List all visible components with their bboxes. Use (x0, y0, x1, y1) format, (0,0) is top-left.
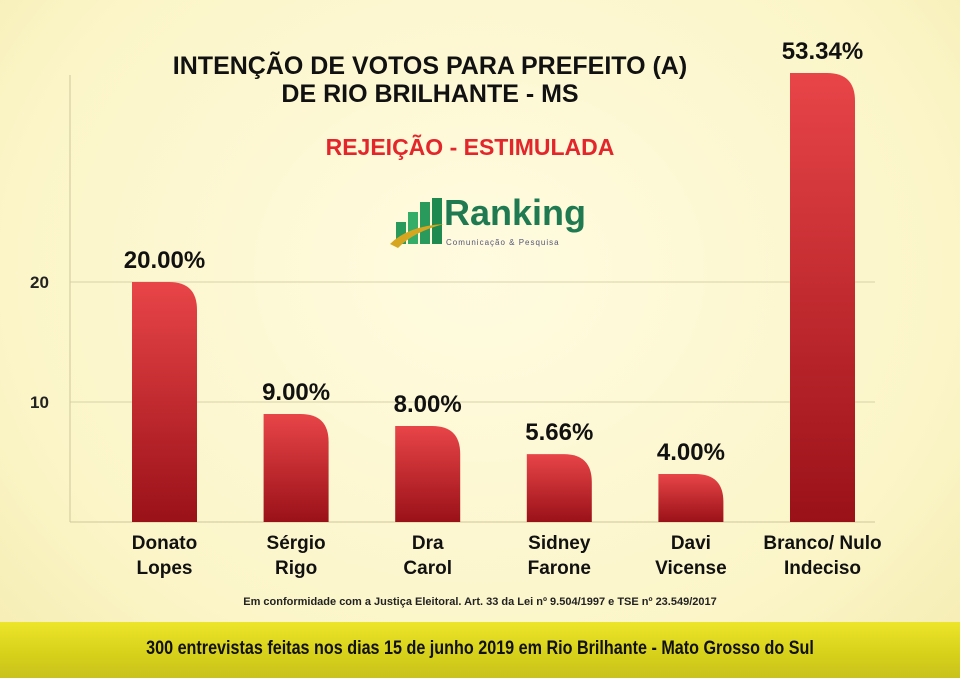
bar-chart: 10 20 20.00% Donato Lopes 9.00% Sérgio Rigo 8.00… (30, 38, 882, 579)
bar (526, 454, 592, 522)
bar (790, 73, 855, 522)
data-label: 4.00% (657, 439, 725, 466)
chart-title-line1: INTENÇÃO DE VOTOS PARA PREFEITO (A) (172, 52, 688, 80)
data-label: 9.00% (262, 379, 330, 406)
footer-text: 300 entrevistas feitas nos dias 15 de ju… (146, 638, 814, 659)
x-tick-label: Farone (528, 558, 591, 579)
x-tick-label: Indeciso (784, 558, 861, 579)
data-label: 53.34% (782, 38, 863, 65)
y-tick-label: 20 (30, 273, 49, 292)
chart-title-line2: DE RIO BRILHANTE - MS (281, 80, 579, 108)
data-label: 5.66% (525, 419, 593, 446)
logo-tagline: Comunicação & Pesquisa (446, 238, 560, 247)
chart-subtitle: REJEIÇÃO - ESTIMULADA (325, 134, 615, 160)
legal-note: Em conformidade com a Justiça Eleitoral.… (243, 596, 717, 608)
data-label: 20.00% (124, 247, 205, 274)
ranking-logo: Ranking Comunicação & Pesquisa (388, 192, 586, 250)
x-tick-label: Vicense (655, 558, 726, 579)
x-tick-label: Lopes (137, 558, 193, 579)
y-tick-label: 10 (30, 393, 49, 412)
x-tick-label: Donato (132, 533, 197, 554)
footer-band: 300 entrevistas feitas nos dias 15 de ju… (0, 622, 960, 678)
x-tick-label: Davi (671, 533, 711, 554)
x-tick-label: Carol (403, 558, 452, 579)
bar (658, 474, 724, 522)
x-tick-label: Rigo (275, 558, 317, 579)
x-tick-label: Sérgio (267, 533, 326, 554)
bar (132, 282, 197, 522)
logo-name: Ranking (444, 192, 587, 233)
logo-bars-icon (390, 198, 444, 248)
x-tick-label: Dra (412, 533, 444, 554)
bar (395, 426, 461, 522)
data-label: 8.00% (394, 391, 462, 418)
x-tick-label: Branco/ Nulo (763, 533, 881, 554)
x-tick-label: Sidney (528, 533, 591, 554)
bar (263, 414, 329, 522)
